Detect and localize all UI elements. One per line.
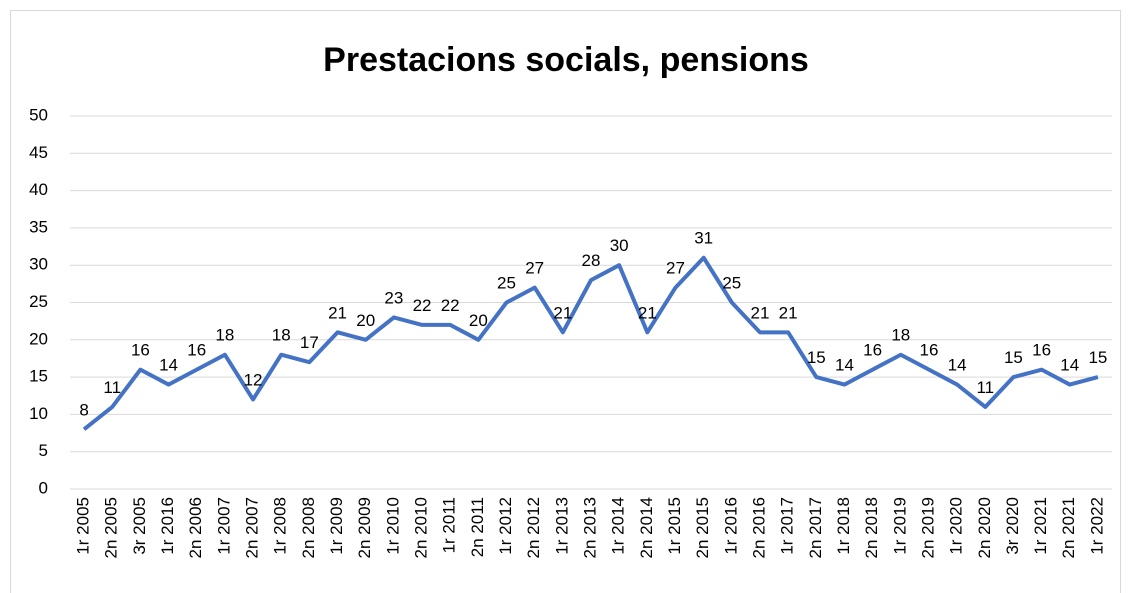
data-label: 15 <box>1004 348 1023 367</box>
x-tick-label: 2n 2010 <box>412 497 431 558</box>
data-label: 21 <box>638 303 657 322</box>
chart-title: Prestacions socials, pensions <box>323 41 809 79</box>
x-tick-label: 1r 2015 <box>665 497 684 555</box>
data-label: 12 <box>244 370 263 389</box>
x-tick-label: 1r 2012 <box>496 497 515 555</box>
data-label: 27 <box>525 259 544 278</box>
data-label: 15 <box>1088 348 1107 367</box>
data-label: 31 <box>694 229 713 248</box>
data-label: 14 <box>948 356 967 375</box>
y-tick-label: 50 <box>29 105 48 124</box>
y-tick-label: 15 <box>29 367 48 386</box>
y-tick-label: 40 <box>29 180 48 199</box>
x-tick-label: 2n 2006 <box>186 497 205 558</box>
data-label: 28 <box>582 251 601 270</box>
y-tick-label: 0 <box>39 478 48 497</box>
data-label: 14 <box>159 356 178 375</box>
data-label: 21 <box>779 303 798 322</box>
data-label: 25 <box>722 274 741 293</box>
x-tick-label: 1r 2009 <box>327 497 346 555</box>
x-tick-label: 2n 2021 <box>1059 497 1078 558</box>
data-label: 16 <box>187 341 206 360</box>
y-tick-label: 20 <box>29 329 48 348</box>
x-tick-label: 2n 2014 <box>637 497 656 558</box>
x-tick-label: 1r 2014 <box>609 497 628 555</box>
data-label: 18 <box>215 326 234 345</box>
data-label: 16 <box>1032 341 1051 360</box>
x-tick-label: 2n 2020 <box>975 497 994 558</box>
data-label: 16 <box>131 341 150 360</box>
x-tick-label: 2n 2017 <box>806 497 825 558</box>
chart-border <box>10 10 1121 593</box>
y-tick-label: 30 <box>29 255 48 274</box>
x-tick-label: 3r 2005 <box>130 497 149 555</box>
x-tick-label: 2n 2005 <box>102 497 121 558</box>
x-tick-label: 1r 2020 <box>947 497 966 555</box>
y-tick-label: 5 <box>39 441 48 460</box>
data-label: 20 <box>469 311 488 330</box>
x-tick-label: 2n 2012 <box>524 497 543 558</box>
x-tick-label: 1r 2008 <box>271 497 290 555</box>
x-tick-label: 2n 2019 <box>918 497 937 558</box>
data-line <box>82 255 1099 431</box>
x-tick-label: 1r 2019 <box>890 497 909 555</box>
x-tick-label: 2n 2015 <box>693 497 712 558</box>
x-tick-label: 1r 2005 <box>74 497 93 555</box>
data-label: 22 <box>413 296 432 315</box>
x-tick-label: 2n 2008 <box>299 497 318 558</box>
data-label: 21 <box>328 303 347 322</box>
data-label: 15 <box>807 348 826 367</box>
x-tick-label: 1r 2016 <box>721 497 740 555</box>
y-tick-label: 45 <box>29 143 48 162</box>
data-label: 16 <box>919 341 938 360</box>
data-label: 18 <box>272 326 291 345</box>
x-tick-label: 2n 2011 <box>468 497 487 557</box>
data-label: 30 <box>610 236 629 255</box>
x-tick-label: 1r 2017 <box>778 497 797 555</box>
y-tick-label: 10 <box>29 404 48 423</box>
x-tick-label: 2n 2009 <box>355 497 374 558</box>
x-tick-label: 1r 2016 <box>158 497 177 555</box>
data-label: 8 <box>79 400 88 419</box>
data-label: 18 <box>891 326 910 345</box>
data-label: 17 <box>300 333 319 352</box>
x-tick-label: 1r 2010 <box>383 497 402 555</box>
data-label: 27 <box>666 259 685 278</box>
x-tick-label: 3r 2020 <box>1003 497 1022 555</box>
x-tick-label: 2n 2007 <box>243 497 262 558</box>
x-tick-label: 2n 2013 <box>580 497 599 558</box>
data-label: 23 <box>384 288 403 307</box>
y-tick-label: 35 <box>29 217 48 236</box>
x-tick-label: 1r 2021 <box>1031 497 1050 555</box>
x-tick-label: 1r 2013 <box>552 497 571 555</box>
x-tick-label: 2n 2018 <box>862 497 881 558</box>
x-tick-label: 1r 2007 <box>214 497 233 555</box>
x-tick-label: 1r 2022 <box>1087 497 1106 555</box>
data-label: 20 <box>356 311 375 330</box>
data-label: 25 <box>497 274 516 293</box>
x-tick-label: 1r 2018 <box>834 497 853 555</box>
data-label: 14 <box>1060 356 1079 375</box>
data-label: 11 <box>103 378 121 397</box>
data-label: 11 <box>976 378 994 397</box>
data-label: 21 <box>751 303 770 322</box>
x-tick-label: 2n 2016 <box>749 497 768 558</box>
data-label: 14 <box>835 356 854 375</box>
x-tick-label: 1r 2011 <box>440 497 459 553</box>
data-label: 21 <box>553 303 572 322</box>
y-tick-label: 25 <box>29 292 48 311</box>
data-label: 16 <box>863 341 882 360</box>
data-label: 22 <box>441 296 460 315</box>
